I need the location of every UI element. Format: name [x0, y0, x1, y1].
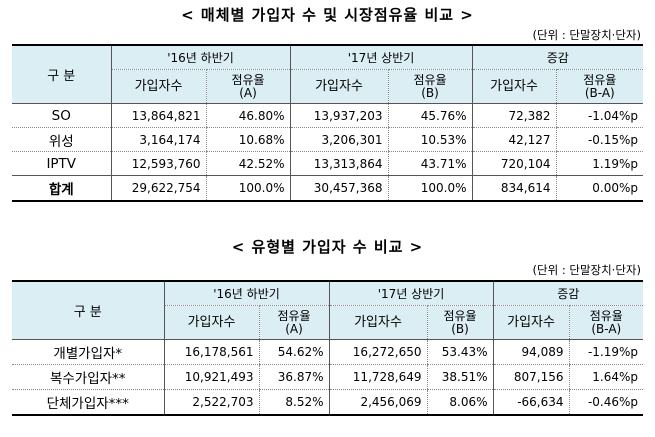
- table2-sub-subscribers-2: 가입자수: [328, 305, 428, 340]
- table1-cell: 10.53%: [387, 127, 473, 152]
- table1-row-iptv: IPTV 12,593,760 42.52% 13,313,864 43.71%…: [12, 151, 644, 176]
- table1-cell: 3,164,174: [110, 127, 206, 152]
- table2-cell: 807,156: [492, 364, 570, 390]
- table2-cell: 16,272,650: [328, 339, 428, 365]
- table1-row-label: SO: [12, 103, 111, 128]
- table2-unit: (단위 : 단말장치·단자): [532, 263, 641, 277]
- table1-group-header-h1-2017: '17년 상반기: [289, 44, 473, 70]
- table2-cell: 36.87%: [258, 364, 330, 390]
- table2-title: < 유형별 가입자 수 비교 >: [231, 238, 424, 256]
- table1-cell: 42,127: [471, 127, 557, 152]
- table1-cell: -1.04%p: [555, 103, 644, 128]
- table2-sub-subscribers-3: 가입자수: [492, 305, 570, 340]
- table2-cell: 8.52%: [258, 389, 330, 416]
- table1-cell: 0.00%p: [555, 175, 644, 202]
- table1-group-header-h2-2016: '16년 하반기: [110, 44, 291, 70]
- table2-row-individual: 개별가입자* 16,178,561 54.62% 16,272,650 53.4…: [12, 339, 644, 365]
- table1-cell: 72,382: [471, 103, 557, 128]
- table1-cell: 10.68%: [205, 127, 291, 152]
- table1-sub-subscribers-2: 가입자수: [289, 69, 389, 104]
- table1-cell: 100.0%: [387, 175, 473, 202]
- table2-cell: 10,921,493: [163, 364, 259, 390]
- table1-cell: 13,937,203: [289, 103, 389, 128]
- table1-row-so: SO 13,864,821 46.80% 13,937,203 45.76% 7…: [12, 103, 644, 128]
- table1-group-header-change: 증감: [471, 44, 644, 70]
- table2-cell: 16,178,561: [163, 339, 259, 365]
- table1-cell: 100.0%: [205, 175, 291, 202]
- table1-cell: 1.19%p: [555, 151, 644, 176]
- table2-cell: 94,089: [492, 339, 570, 365]
- table2-cell: -1.19%p: [568, 339, 644, 365]
- table1-cell: 3,206,301: [289, 127, 389, 152]
- table1-cell: 720,104: [471, 151, 557, 176]
- table2-group-header-change: 증감: [492, 280, 644, 306]
- table2-cell: 54.62%: [258, 339, 330, 365]
- table1-sub-share-b: 점유율 (B): [387, 69, 473, 104]
- table1-row-total: 합계 29,622,754 100.0% 30,457,368 100.0% 8…: [12, 175, 644, 202]
- table2-cell: 38.51%: [426, 364, 494, 390]
- table2-row-multiple: 복수가입자** 10,921,493 36.87% 11,728,649 38.…: [12, 364, 644, 390]
- table1-corner-header: 구 분: [12, 44, 111, 104]
- table1-sub-share-diff: 점유율 (B-A): [555, 69, 644, 104]
- table1-cell: 29,622,754: [110, 175, 206, 202]
- table2-cell: 53.43%: [426, 339, 494, 365]
- table1-row-satellite: 위성 3,164,174 10.68% 3,206,301 10.53% 42,…: [12, 127, 644, 152]
- table1-row-label: 위성: [12, 127, 111, 152]
- table2-sub-share-a: 점유율 (A): [258, 305, 330, 340]
- table2-group-header-h1-2017: '17년 상반기: [328, 280, 494, 306]
- table2-row-group: 단체가입자*** 2,522,703 8.52% 2,456,069 8.06%…: [12, 389, 644, 416]
- table2-row-label: 개별가입자*: [12, 339, 164, 365]
- table1-cell: 13,864,821: [110, 103, 206, 128]
- table2-cell: 1.64%p: [568, 364, 644, 390]
- table2-cell: 11,728,649: [328, 364, 428, 390]
- table1-unit: (단위 : 단말장치·단자): [532, 28, 641, 42]
- table2-cell: 2,456,069: [328, 389, 428, 416]
- table2-group-header-h2-2016: '16년 하반기: [163, 280, 330, 306]
- table2-row-label: 복수가입자**: [12, 364, 164, 390]
- table2-cell: 8.06%: [426, 389, 494, 416]
- table1-cell: 42.52%: [205, 151, 291, 176]
- table1-cell: 30,457,368: [289, 175, 389, 202]
- table1-cell: 12,593,760: [110, 151, 206, 176]
- table2-cell: -0.46%p: [568, 389, 644, 416]
- table1-sub-subscribers-1: 가입자수: [110, 69, 206, 104]
- table1-cell: 43.71%: [387, 151, 473, 176]
- table2-sub-share-diff: 점유율 (B-A): [568, 305, 644, 340]
- table2-row-label: 단체가입자***: [12, 389, 164, 416]
- table1-cell: 13,313,864: [289, 151, 389, 176]
- table2-cell: 2,522,703: [163, 389, 259, 416]
- table1-cell: -0.15%p: [555, 127, 644, 152]
- table2-corner-header: 구 분: [12, 280, 164, 340]
- table1-row-label: IPTV: [12, 151, 111, 176]
- table2: 구 분 '16년 하반기 '17년 상반기 증감 가입자수 점유율 (A) 가입자…: [12, 280, 644, 416]
- table2-cell: -66,634: [492, 389, 570, 416]
- table2-sub-share-b: 점유율 (B): [426, 305, 494, 340]
- table2-sub-subscribers-1: 가입자수: [163, 305, 259, 340]
- table1-row-label: 합계: [12, 175, 111, 202]
- table1-cell: 834,614: [471, 175, 557, 202]
- table1-title: < 매체별 가입자 수 및 시장점유율 비교 >: [181, 6, 474, 24]
- table1: 구 분 '16년 하반기 '17년 상반기 증감 가입자수 점유율 (A) 가입자…: [12, 44, 644, 202]
- table1-sub-share-a: 점유율 (A): [205, 69, 291, 104]
- table1-cell: 45.76%: [387, 103, 473, 128]
- table1-cell: 46.80%: [205, 103, 291, 128]
- table1-sub-subscribers-3: 가입자수: [471, 69, 557, 104]
